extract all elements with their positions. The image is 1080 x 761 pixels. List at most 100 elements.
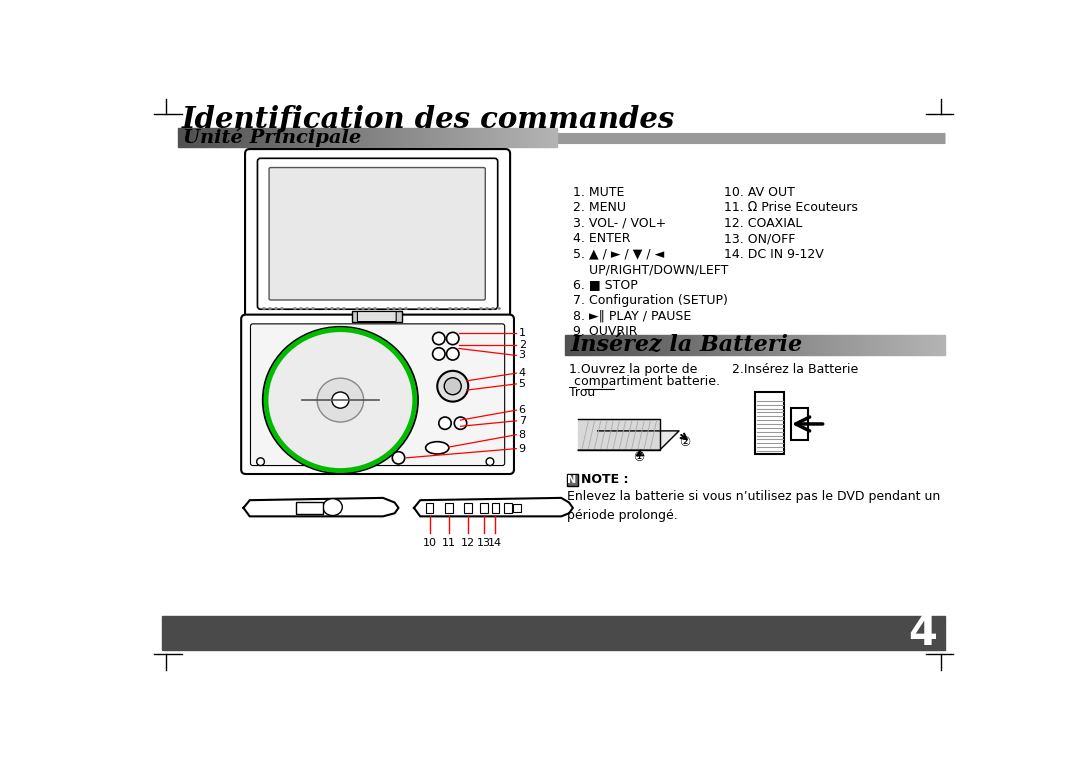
Bar bbox=[846, 335, 850, 355]
Text: 12: 12 bbox=[461, 538, 475, 548]
Bar bbox=[204, 129, 208, 147]
Bar bbox=[189, 129, 193, 147]
Text: 11: 11 bbox=[442, 538, 456, 548]
Bar bbox=[345, 129, 349, 147]
Bar bbox=[838, 335, 842, 355]
Bar bbox=[405, 129, 409, 147]
Bar bbox=[224, 129, 227, 147]
Bar bbox=[842, 335, 846, 355]
Text: Enlevez la batterie si vous n’utilisez pas le DVD pendant un
période prolongé.: Enlevez la batterie si vous n’utilisez p… bbox=[567, 490, 940, 522]
Bar bbox=[740, 335, 744, 355]
Bar bbox=[918, 335, 922, 355]
Bar bbox=[877, 335, 880, 355]
Bar bbox=[705, 335, 710, 355]
Bar bbox=[527, 129, 530, 147]
Bar bbox=[474, 129, 477, 147]
Bar bbox=[372, 129, 375, 147]
Polygon shape bbox=[578, 431, 679, 451]
Bar bbox=[615, 335, 618, 355]
Ellipse shape bbox=[444, 377, 461, 395]
Bar bbox=[565, 335, 569, 355]
Bar bbox=[900, 335, 903, 355]
Bar bbox=[630, 335, 634, 355]
Bar bbox=[513, 504, 521, 511]
Bar bbox=[307, 129, 311, 147]
Bar bbox=[193, 129, 197, 147]
Bar bbox=[462, 129, 467, 147]
Bar bbox=[637, 335, 642, 355]
Ellipse shape bbox=[332, 392, 349, 408]
Bar bbox=[349, 129, 352, 147]
Text: Insérez la Batterie: Insérez la Batterie bbox=[570, 334, 802, 356]
Bar bbox=[426, 503, 433, 512]
Bar bbox=[249, 129, 254, 147]
Text: 2.Insérez la Batterie: 2.Insérez la Batterie bbox=[732, 363, 858, 376]
Bar bbox=[922, 335, 926, 355]
Bar bbox=[367, 129, 372, 147]
Bar bbox=[334, 129, 337, 147]
Bar bbox=[409, 129, 413, 147]
Text: Trou: Trou bbox=[569, 387, 595, 400]
Text: 6: 6 bbox=[518, 405, 526, 415]
FancyBboxPatch shape bbox=[251, 324, 504, 466]
Bar bbox=[713, 335, 717, 355]
Bar bbox=[744, 335, 747, 355]
Text: 3. VOL- / VOL+: 3. VOL- / VOL+ bbox=[572, 217, 666, 230]
Bar bbox=[752, 335, 755, 355]
Bar bbox=[805, 335, 808, 355]
Bar bbox=[239, 129, 242, 147]
Bar bbox=[584, 335, 588, 355]
Bar bbox=[375, 129, 379, 147]
Ellipse shape bbox=[437, 371, 469, 402]
Text: +: + bbox=[795, 419, 804, 429]
Text: compartiment batterie.: compartiment batterie. bbox=[575, 375, 720, 388]
Text: 14. DC IN 9-12V: 14. DC IN 9-12V bbox=[724, 247, 824, 260]
Bar bbox=[326, 129, 329, 147]
Text: 2: 2 bbox=[518, 339, 526, 349]
Text: 4: 4 bbox=[908, 613, 937, 654]
Bar bbox=[246, 129, 249, 147]
Bar bbox=[930, 335, 933, 355]
Bar bbox=[546, 129, 550, 147]
Bar bbox=[698, 335, 702, 355]
Bar bbox=[234, 129, 239, 147]
Bar bbox=[800, 335, 805, 355]
Ellipse shape bbox=[392, 452, 405, 464]
Bar bbox=[892, 335, 895, 355]
Bar bbox=[865, 335, 869, 355]
Bar bbox=[212, 129, 216, 147]
Bar bbox=[622, 335, 626, 355]
Bar bbox=[523, 129, 527, 147]
Bar bbox=[642, 335, 645, 355]
Text: 8. ►‖ PLAY / PAUSE: 8. ►‖ PLAY / PAUSE bbox=[572, 309, 691, 322]
Bar bbox=[767, 335, 770, 355]
Bar bbox=[850, 335, 853, 355]
Bar bbox=[491, 503, 499, 512]
Bar bbox=[797, 335, 800, 355]
Bar bbox=[759, 335, 762, 355]
Bar bbox=[895, 335, 900, 355]
Ellipse shape bbox=[438, 417, 451, 429]
Bar bbox=[459, 129, 462, 147]
Bar bbox=[903, 335, 907, 355]
Bar bbox=[440, 129, 444, 147]
Bar bbox=[550, 129, 554, 147]
Text: 9. OUVRIR: 9. OUVRIR bbox=[572, 325, 637, 338]
Bar bbox=[626, 335, 630, 355]
Bar bbox=[667, 335, 672, 355]
Text: 10: 10 bbox=[422, 538, 436, 548]
Text: 1.Ouvrez la porte de: 1.Ouvrez la porte de bbox=[569, 363, 698, 376]
Bar bbox=[592, 335, 595, 355]
Bar bbox=[710, 335, 713, 355]
Bar bbox=[873, 335, 877, 355]
Bar bbox=[512, 129, 515, 147]
Bar bbox=[572, 335, 577, 355]
Bar bbox=[599, 335, 603, 355]
Bar bbox=[869, 335, 873, 355]
Bar bbox=[276, 129, 280, 147]
Bar bbox=[504, 503, 512, 512]
Bar bbox=[649, 335, 652, 355]
Text: 6. ■ STOP: 6. ■ STOP bbox=[572, 279, 637, 291]
Ellipse shape bbox=[455, 417, 467, 429]
Bar bbox=[728, 335, 732, 355]
